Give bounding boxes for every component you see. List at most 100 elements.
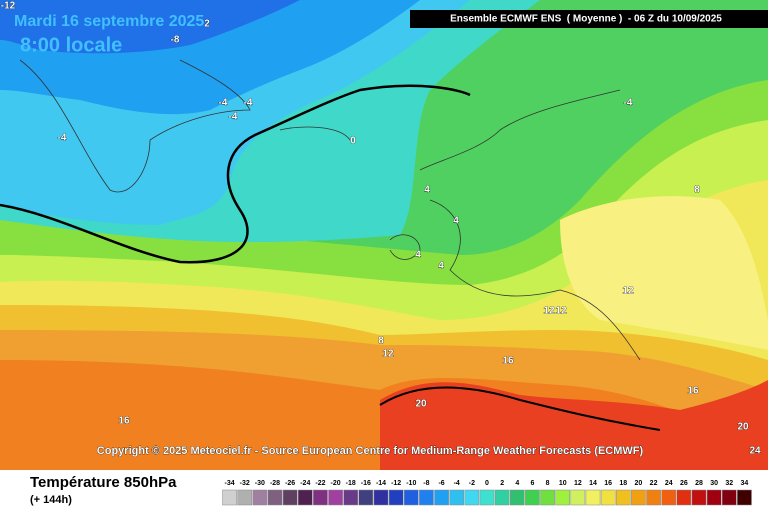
colorbar-label: 24 <box>665 480 673 487</box>
colorbar-swatch <box>555 489 571 506</box>
colorbar-label: -12 <box>391 480 401 487</box>
colorbar-label: -26 <box>285 480 295 487</box>
colorbar-label: 14 <box>589 480 597 487</box>
colorbar-label: -22 <box>315 480 325 487</box>
colorbar-label: 28 <box>695 480 703 487</box>
colorbar-label: -10 <box>406 480 416 487</box>
colorbar-label: -32 <box>240 480 250 487</box>
colorbar-label: 8 <box>546 480 550 487</box>
colorbar-label: 6 <box>530 480 534 487</box>
colorbar-label: -28 <box>270 480 280 487</box>
colorbar-label: 12 <box>574 480 582 487</box>
colorbar-swatch <box>267 489 283 506</box>
colorbar-label: -18 <box>346 480 356 487</box>
contour-label: -4 <box>624 98 633 109</box>
colorbar-swatch <box>721 489 737 506</box>
contour-label: 20 <box>737 422 749 433</box>
colorbar-label: -24 <box>300 480 310 487</box>
isotherm <box>379 386 661 431</box>
contour-label: 8 <box>694 185 700 196</box>
contour-label: 16 <box>118 416 130 427</box>
footer-title: Température 850hPa <box>30 474 177 491</box>
colorbar-swatch <box>222 489 237 506</box>
colorbar-swatch <box>691 489 707 506</box>
colorbar-swatch <box>343 489 359 506</box>
model: Ensemble ECMWF ENS ( Moyenne ) - 06 Z du… <box>450 14 722 25</box>
colorbar-swatch <box>585 489 601 506</box>
colorbar-label: 22 <box>650 480 658 487</box>
colorbar-swatch <box>509 489 525 506</box>
colorbar-swatch <box>252 489 268 506</box>
colorbar-swatch <box>661 489 677 506</box>
colorbar-swatch <box>373 489 389 506</box>
contour-label: 24 <box>749 446 761 457</box>
colorbar-label: -16 <box>361 480 371 487</box>
map-band <box>0 0 300 54</box>
coastline <box>19 59 251 193</box>
map <box>0 0 768 470</box>
copyright: Copyright © 2025 Meteociel.fr - Source E… <box>97 445 644 457</box>
contour-label: 8 <box>378 336 384 347</box>
map-band <box>560 196 768 350</box>
colorbar-swatch <box>615 489 631 506</box>
colorbar-swatch <box>676 489 692 506</box>
colorbar-swatch <box>358 489 374 506</box>
isotherm <box>0 84 471 264</box>
contour-label: 12 <box>382 349 394 360</box>
colorbar-label: 10 <box>559 480 567 487</box>
map-band <box>380 380 768 470</box>
colorbar-label: -34 <box>225 480 235 487</box>
contour-label: -4 <box>219 98 228 109</box>
contour-label: 20 <box>415 399 427 410</box>
colorbar-swatch <box>313 489 328 506</box>
colorbar-label: 16 <box>604 480 612 487</box>
colorbar-label: 18 <box>619 480 627 487</box>
colorbar-label: 32 <box>725 480 733 487</box>
colorbar-swatch <box>737 489 752 506</box>
colorbar-label: 34 <box>741 480 749 487</box>
colorbar-label: 20 <box>635 480 643 487</box>
colorbar-swatch <box>479 489 495 506</box>
contour-label: 4 <box>415 250 421 261</box>
colorbar-label: -4 <box>454 480 460 487</box>
colorbar-swatch <box>494 489 510 506</box>
colorbar-swatch <box>525 489 540 506</box>
contour-label: 4 <box>453 216 459 227</box>
colorbar-swatch <box>646 489 661 506</box>
colorbar-label: -20 <box>331 480 341 487</box>
colorbar-swatch <box>600 489 616 506</box>
contour-label: -4 <box>244 98 253 109</box>
colorbar-swatch <box>631 489 646 506</box>
colorbar-swatch <box>540 489 555 506</box>
contour-label: 16 <box>687 386 699 397</box>
contour-label: 2 <box>204 19 210 30</box>
contour-label: 0 <box>350 136 356 147</box>
colorbar-label: 0 <box>485 480 489 487</box>
colorbar-label: -14 <box>376 480 386 487</box>
colorbar-swatch <box>464 489 480 506</box>
footer-lead: (+ 144h) <box>30 494 72 506</box>
colorbar-label: 26 <box>680 480 688 487</box>
model-box <box>410 10 768 28</box>
contour-label: 12 <box>555 306 567 317</box>
contour-label: 4 <box>424 185 430 196</box>
contour-label: -12 <box>1 1 16 12</box>
contour-label: 12 <box>543 306 555 317</box>
date: Mardi 16 septembre 2025 <box>14 13 204 30</box>
contour-label: -4 <box>229 112 238 123</box>
colorbar: -34 -32 -30 -28 -26 -24 -22 -20 -18 -16 -14 -12 -10-… <box>222 480 752 506</box>
colorbar-swatch <box>570 489 586 506</box>
contour-label: 16 <box>502 356 514 367</box>
colorbar-swatch <box>706 489 722 506</box>
colorbar-swatch <box>282 489 298 506</box>
time: 8:00 locale <box>20 34 122 56</box>
contour-label: 4 <box>438 261 444 272</box>
colorbar-swatch <box>434 489 449 506</box>
colorbar-swatch <box>403 489 419 506</box>
contour-label: -8 <box>171 35 180 46</box>
colorbar-label: 30 <box>710 480 718 487</box>
colorbar-label: -2 <box>469 480 475 487</box>
colorbar-label: -8 <box>423 480 429 487</box>
colorbar-swatch <box>419 489 434 506</box>
